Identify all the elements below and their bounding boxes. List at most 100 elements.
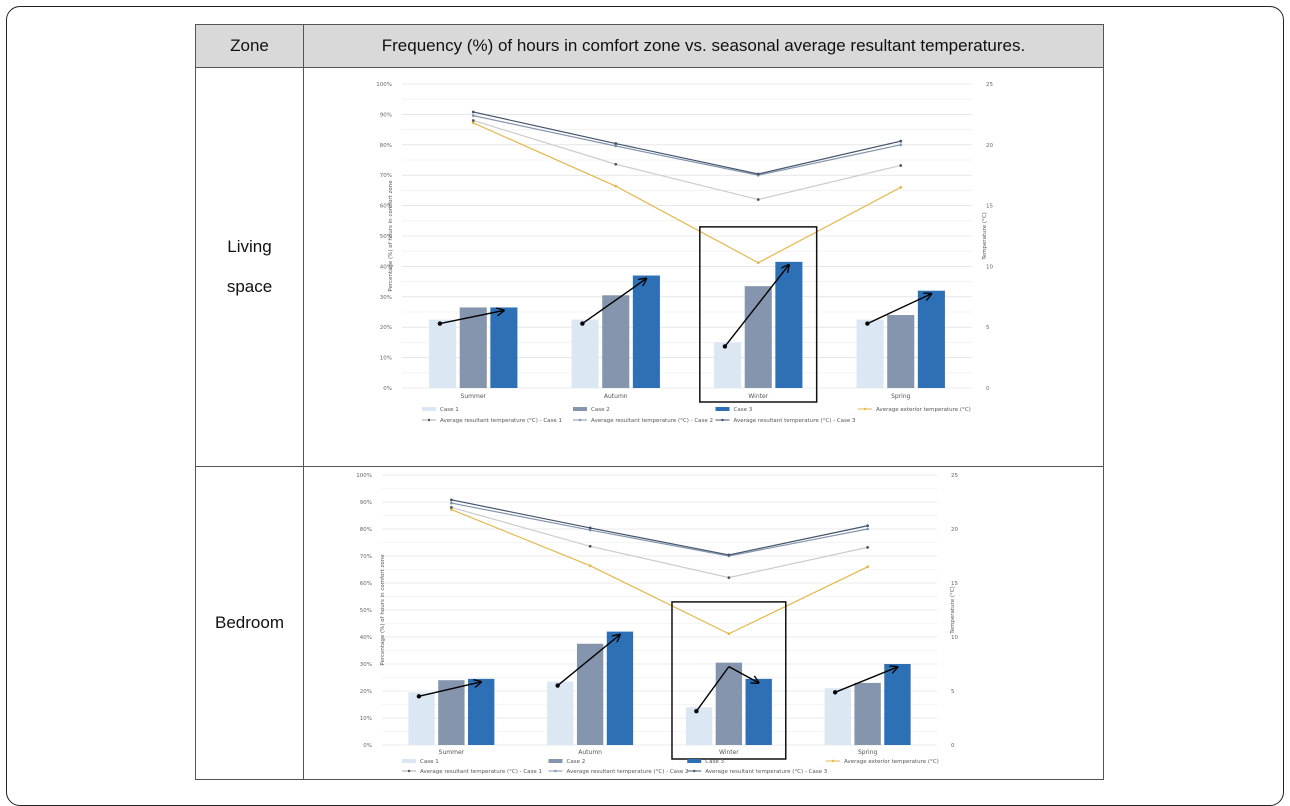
legend-label: Average exterior temperature (°C) bbox=[876, 407, 971, 413]
legend-swatch-point bbox=[578, 418, 582, 422]
series-point bbox=[471, 114, 475, 118]
legend-label: Case 2 bbox=[591, 407, 610, 413]
zone-cell-living-space: Living space bbox=[195, 67, 304, 467]
bar-case-2 bbox=[744, 286, 772, 388]
series-line bbox=[451, 502, 868, 557]
legend-label: Average resultant temperature (°C) - Cas… bbox=[705, 769, 828, 775]
series-point bbox=[449, 501, 453, 505]
y-tick-label: 0% bbox=[383, 386, 392, 392]
trend-arrow bbox=[724, 265, 789, 347]
series-point bbox=[899, 164, 903, 167]
legend-label: Case 2 bbox=[567, 759, 586, 765]
legend-swatch-point bbox=[863, 407, 867, 411]
legend-swatch bbox=[715, 407, 730, 411]
legend-swatch-point bbox=[427, 418, 431, 422]
y-tick-label: 40% bbox=[380, 264, 392, 270]
legend-swatch-point bbox=[554, 769, 557, 773]
legend-swatch-point bbox=[721, 418, 724, 422]
legend-label: Case 1 bbox=[440, 407, 459, 413]
bar-case-2 bbox=[576, 643, 604, 745]
series-point bbox=[727, 553, 731, 557]
y-tick-label: 20% bbox=[360, 689, 372, 695]
bar-case-1 bbox=[714, 342, 742, 388]
series-point bbox=[449, 506, 453, 509]
y2-tick-label: 20 bbox=[951, 527, 958, 533]
trend-arrow bbox=[582, 279, 646, 325]
series-point bbox=[866, 524, 870, 528]
legend-label: Case 3 bbox=[705, 759, 724, 765]
y2-tick-label: 15 bbox=[951, 581, 958, 587]
bar-case-2 bbox=[459, 307, 487, 388]
bar-case-3 bbox=[917, 290, 945, 388]
y2-tick-label: 10 bbox=[986, 264, 993, 270]
trend-arrow bbox=[834, 667, 897, 693]
y-tick-label: 70% bbox=[380, 173, 392, 179]
legend-label: Average resultant temperature (°C) - Cas… bbox=[440, 418, 562, 424]
series-line bbox=[473, 111, 901, 175]
highlight-box bbox=[671, 601, 787, 760]
y-tick-label: 90% bbox=[380, 112, 392, 118]
series-point bbox=[727, 576, 731, 579]
chart-cell-bedroom: 0% 10% 20% 30% 40% 50% 60% 70% 80% 90% 100% 0 5 10 15 2… bbox=[303, 466, 1104, 780]
y2-tick-label: 25 bbox=[986, 82, 993, 88]
legend-label: Case 3 bbox=[734, 407, 753, 413]
category-label: Spring bbox=[858, 749, 878, 756]
y-tick-label: 10% bbox=[360, 716, 372, 722]
y-tick-label: 50% bbox=[360, 608, 372, 614]
y2-axis-title: Temperature (°C) bbox=[982, 212, 988, 260]
trend-arrow bbox=[557, 635, 620, 687]
series-point bbox=[614, 162, 618, 166]
chart-cell-living-space: 0% 10% 20% 30% 40% 50% 60% 70% 80% 90% 100% 0 5 10 15 2… bbox=[303, 67, 1104, 467]
legend-swatch bbox=[573, 407, 587, 411]
series-line bbox=[451, 509, 868, 635]
legend-swatch-point bbox=[407, 769, 411, 773]
series-point bbox=[727, 632, 731, 636]
series-point bbox=[756, 261, 760, 265]
bedroom-chart: 0% 10% 20% 30% 40% 50% 60% 70% 80% 90% 100% 0 5 10 15 2… bbox=[356, 473, 958, 775]
y2-tick-label: 10 bbox=[951, 635, 958, 641]
category-label: Summer bbox=[439, 749, 465, 756]
series-point bbox=[588, 544, 592, 548]
bar-case-1 bbox=[824, 688, 851, 745]
series-line bbox=[451, 499, 868, 556]
y2-tick-label: 0 bbox=[951, 743, 955, 749]
series-point bbox=[614, 144, 618, 148]
y2-tick-label: 5 bbox=[986, 325, 990, 331]
y-axis-title: Percentage (%) of hours in comfort zone bbox=[380, 554, 386, 666]
series-line bbox=[473, 119, 901, 201]
category-label: Autumn bbox=[578, 749, 602, 756]
y-tick-label: 0% bbox=[363, 743, 372, 749]
bar-case-1 bbox=[547, 681, 574, 745]
y-tick-label: 50% bbox=[380, 234, 392, 240]
trend-arrow bbox=[418, 682, 481, 698]
series-point bbox=[471, 110, 475, 114]
y-tick-label: 70% bbox=[360, 554, 372, 560]
category-label: Autumn bbox=[604, 393, 628, 400]
series-line bbox=[473, 122, 902, 264]
series-point bbox=[588, 528, 592, 532]
y2-axis-title: Temperature (°C) bbox=[950, 586, 956, 634]
y2-tick-label: 20 bbox=[986, 143, 993, 149]
category-label: Summer bbox=[461, 393, 487, 400]
series-point bbox=[471, 119, 475, 122]
series-point bbox=[899, 139, 903, 143]
series-point bbox=[614, 142, 618, 145]
legend-swatch bbox=[548, 759, 563, 763]
legend-swatch-point bbox=[693, 769, 696, 773]
series-point bbox=[866, 527, 870, 531]
series-point bbox=[899, 185, 903, 189]
bar-case-3 bbox=[632, 275, 660, 388]
y-tick-label: 30% bbox=[380, 295, 392, 301]
y-tick-label: 100% bbox=[376, 82, 392, 88]
bar-case-2 bbox=[438, 680, 465, 745]
legend-label: Average resultant temperature (°C) - Cas… bbox=[591, 418, 713, 424]
bar-case-1 bbox=[856, 319, 884, 388]
bar-case-2 bbox=[887, 315, 915, 388]
bar-case-1 bbox=[429, 319, 457, 388]
series-point bbox=[614, 184, 618, 188]
trend-arrow bbox=[695, 666, 730, 712]
trend-arrow bbox=[728, 666, 759, 683]
legend-label: Average resultant temperature (°C) - Cas… bbox=[734, 418, 857, 424]
bar-case-2 bbox=[602, 295, 630, 388]
bar-case-1 bbox=[408, 692, 435, 745]
